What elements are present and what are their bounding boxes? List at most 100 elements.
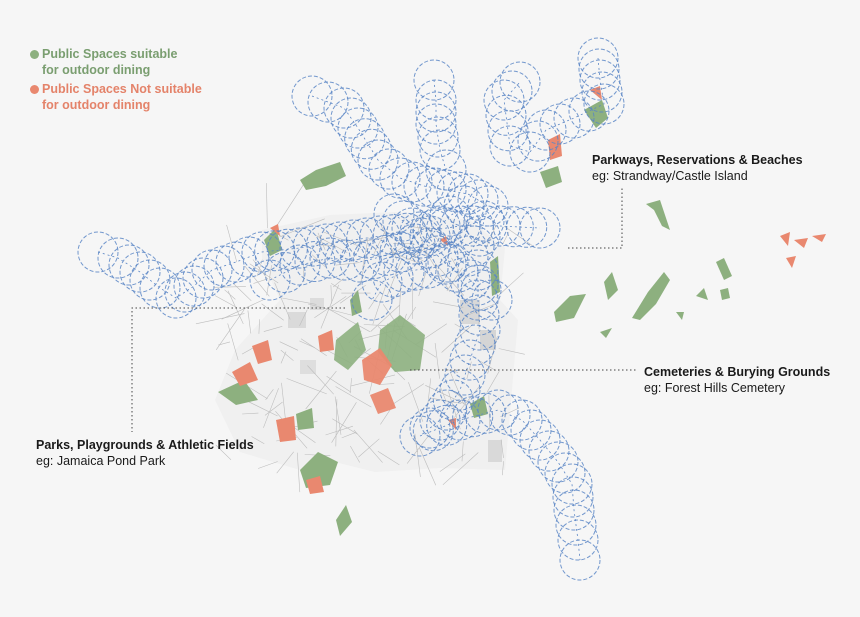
road-segment <box>253 278 269 284</box>
road-segment <box>195 313 245 325</box>
road-segment <box>466 361 472 380</box>
radius-circle <box>339 241 381 283</box>
radius-circle <box>182 257 224 299</box>
radius-circle <box>525 109 567 151</box>
road-segment <box>500 407 520 417</box>
radius-circle <box>129 259 171 301</box>
radius-circle <box>459 215 501 257</box>
radius-circle <box>429 195 471 237</box>
radius-circle <box>346 217 388 259</box>
road-segment <box>370 304 401 332</box>
road-segment <box>468 302 498 315</box>
radius-circle <box>519 419 561 461</box>
radius-circle <box>457 264 499 306</box>
radius-circle <box>432 379 474 421</box>
road-segment <box>280 349 294 361</box>
callout-cemeteries-example: eg: Forest Hills Cemetery <box>644 381 786 395</box>
road-segment <box>488 395 490 432</box>
callout-parks-title: Parks, Playgrounds & Athletic Fields <box>36 438 254 452</box>
callout-parkways-example: eg: Strandway/Castle Island <box>592 169 748 183</box>
road-segment <box>249 263 279 284</box>
road-segment <box>214 295 238 308</box>
radius-circle <box>419 399 461 441</box>
road-segment <box>330 285 332 304</box>
road-segment <box>299 309 308 327</box>
road-segment <box>362 237 369 268</box>
radius-circle <box>477 389 519 431</box>
radius-circle <box>452 396 494 438</box>
radius-circle <box>517 120 559 162</box>
radius-circle <box>413 59 455 101</box>
radius-circle <box>471 279 513 321</box>
road-segment <box>218 341 231 346</box>
callout-parkways-title: Parkways, Reservations & Beaches <box>592 153 803 167</box>
radius-circle <box>489 394 531 436</box>
road-segment <box>331 283 342 291</box>
legend: Public Spaces suitable for outdoor dinin… <box>30 46 202 116</box>
legend-not-suitable: Public Spaces Not suitable for outdoor d… <box>30 81 202 113</box>
road-segment <box>227 290 244 325</box>
callout-parks-example: eg: Jamaica Pond Park <box>36 454 166 468</box>
radius-circle <box>519 207 561 249</box>
road-segment <box>378 383 395 385</box>
road-segment <box>439 385 447 402</box>
road-segment <box>444 368 459 373</box>
legend-suitable-line1: Public Spaces suitable <box>42 47 178 61</box>
road-segment <box>251 436 265 444</box>
route-centerline <box>419 270 581 561</box>
radius-circle <box>291 75 333 117</box>
radius-circle <box>400 217 442 259</box>
radius-circle <box>426 389 468 431</box>
road-segment <box>500 439 504 458</box>
radius-circle <box>352 238 394 280</box>
road-segment <box>246 400 278 417</box>
radius-circle <box>458 294 500 336</box>
road-segment <box>334 396 342 435</box>
road-segment <box>286 378 327 395</box>
radius-circle <box>425 149 467 191</box>
road-segment <box>266 183 268 229</box>
radius-circle <box>544 452 586 494</box>
radius-circle <box>506 206 548 248</box>
radius-circle <box>357 139 399 181</box>
radius-circle <box>337 107 379 149</box>
radius-circle <box>155 277 197 319</box>
radius-circle <box>555 504 597 546</box>
radius-circle <box>492 206 534 248</box>
route-centerline <box>97 225 541 299</box>
radius-circle <box>108 244 150 286</box>
road-segment <box>418 272 427 297</box>
radius-circle <box>164 271 206 313</box>
radius-circle <box>344 118 386 160</box>
road-segment <box>446 267 463 292</box>
radius-circle <box>557 519 599 561</box>
radius-circle <box>394 223 436 265</box>
radius-circle <box>552 476 594 518</box>
road-segment <box>441 324 474 353</box>
road-segment <box>328 308 371 332</box>
road-segment <box>305 370 337 410</box>
road-segment <box>279 218 325 238</box>
radius-circle <box>119 251 161 293</box>
radius-circle <box>395 249 437 291</box>
radius-circle <box>294 241 336 282</box>
green-dot-icon <box>30 50 39 59</box>
radius-circle <box>439 399 481 441</box>
radius-circle <box>551 463 593 505</box>
road-segment <box>480 361 497 371</box>
radius-circle <box>460 269 502 311</box>
road-segment <box>503 225 535 247</box>
road-segment <box>349 378 352 394</box>
orange-dot-icon <box>30 85 39 94</box>
not-suitable-spaces <box>232 86 826 494</box>
road-segment <box>247 310 252 334</box>
radius-circle <box>487 110 529 152</box>
road-segment <box>326 376 352 393</box>
road-segment <box>502 461 504 476</box>
radius-circle <box>449 339 491 381</box>
radius-circle <box>409 227 451 269</box>
road-segment <box>215 309 245 350</box>
road-segment <box>282 297 317 305</box>
radius-circle <box>509 131 551 173</box>
road-segment <box>380 223 398 260</box>
